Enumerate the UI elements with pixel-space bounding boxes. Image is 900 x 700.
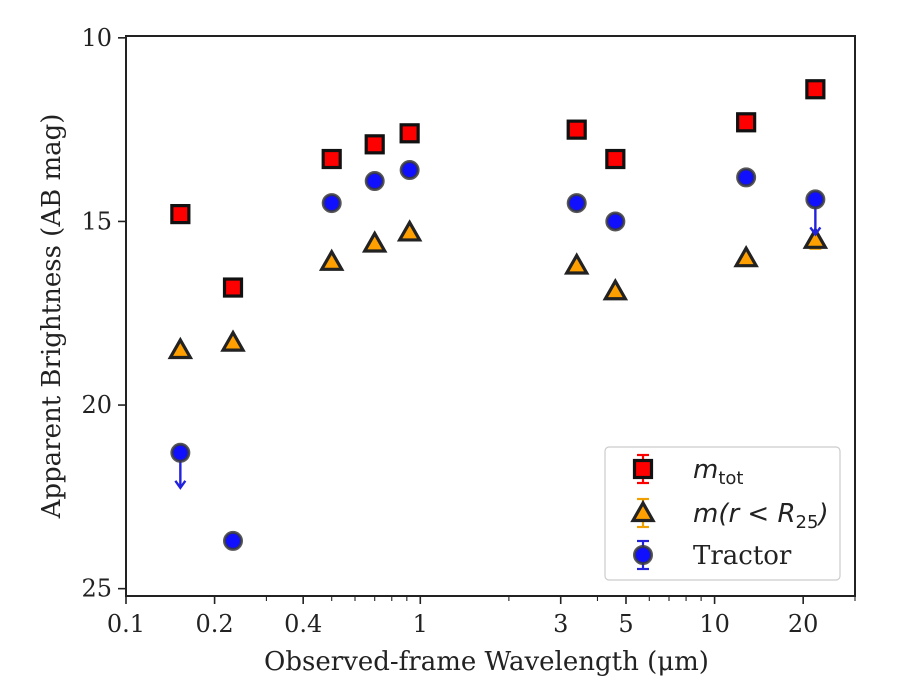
y-axis-label: Apparent Brightness (AB mag) <box>37 114 67 520</box>
legend-label-subscript: 25 <box>796 512 819 533</box>
legend-box <box>604 446 841 581</box>
legend-marker-triangle <box>630 499 656 523</box>
mr25-marker <box>167 336 194 360</box>
tractor-marker <box>736 167 757 188</box>
legend-label-main: m(r < R <box>693 499 796 529</box>
x-tick-label: 1 <box>413 610 428 638</box>
legend: mtot m(r < R25) Tractor <box>604 446 841 581</box>
legend-marker-circle <box>633 545 653 565</box>
mr25-marker <box>733 244 759 268</box>
legend-label: Tractor <box>693 541 792 571</box>
x-tick-label: 20 <box>788 610 819 638</box>
mtot-marker <box>222 277 244 298</box>
x-tick-label: 5 <box>618 610 633 638</box>
legend-label: m(r < R25) <box>693 499 829 533</box>
tractor-marker <box>605 211 626 232</box>
x-tick-label: 3 <box>553 610 568 638</box>
legend-marker-square <box>632 458 654 480</box>
mtot-marker <box>170 203 191 225</box>
tractor-marker <box>566 193 587 214</box>
tractor-marker <box>321 193 342 214</box>
mr25-marker <box>396 219 423 242</box>
mr25-marker <box>318 248 345 271</box>
plot-frame <box>125 35 856 597</box>
x-axis-label: Observed-frame Wavelength (μm) <box>264 647 709 677</box>
x-tick-label: 10 <box>699 610 730 638</box>
mtot-marker <box>736 112 757 133</box>
y-tick-label: 20 <box>81 391 112 419</box>
mtot-marker <box>321 148 342 170</box>
tractor-marker <box>399 160 420 181</box>
legend-label-main: Tractor <box>693 541 792 571</box>
legend-label-end: ) <box>816 499 828 529</box>
tractor-marker <box>805 189 826 210</box>
mtot-marker <box>605 148 626 170</box>
x-tick-label: 0.4 <box>284 610 322 638</box>
mr25-marker <box>220 329 246 352</box>
y-tick-label: 10 <box>81 24 112 52</box>
mr25-marker <box>563 252 590 275</box>
x-tick-label: 0.1 <box>107 610 145 638</box>
mtot-marker <box>566 119 587 140</box>
y-tick-label: 15 <box>81 207 112 235</box>
x-tick-label: 0.2 <box>196 610 234 638</box>
y-tick-label: 25 <box>81 575 112 603</box>
axes: 0.1 0.2 0.4 1 3 5 10 20 10 15 20 25 Observed-frame W… <box>37 24 856 677</box>
mtot-marker <box>805 79 826 100</box>
tractor-marker <box>170 442 191 463</box>
upper-limit-arrow-head <box>809 226 822 237</box>
mr25-marker <box>802 226 829 249</box>
upper-limit-arrow-head <box>174 480 187 490</box>
mtot-marker <box>364 134 385 155</box>
data-marks <box>167 79 829 551</box>
tractor-marker <box>223 530 244 551</box>
legend-label-main: m <box>693 455 718 485</box>
mtot-marker <box>399 123 420 144</box>
tractor-marker <box>364 171 385 192</box>
mr25-marker <box>361 230 388 253</box>
legend-label-subscript: tot <box>718 468 743 489</box>
mr25-marker <box>602 277 629 301</box>
legend-label: mtot <box>693 455 743 489</box>
